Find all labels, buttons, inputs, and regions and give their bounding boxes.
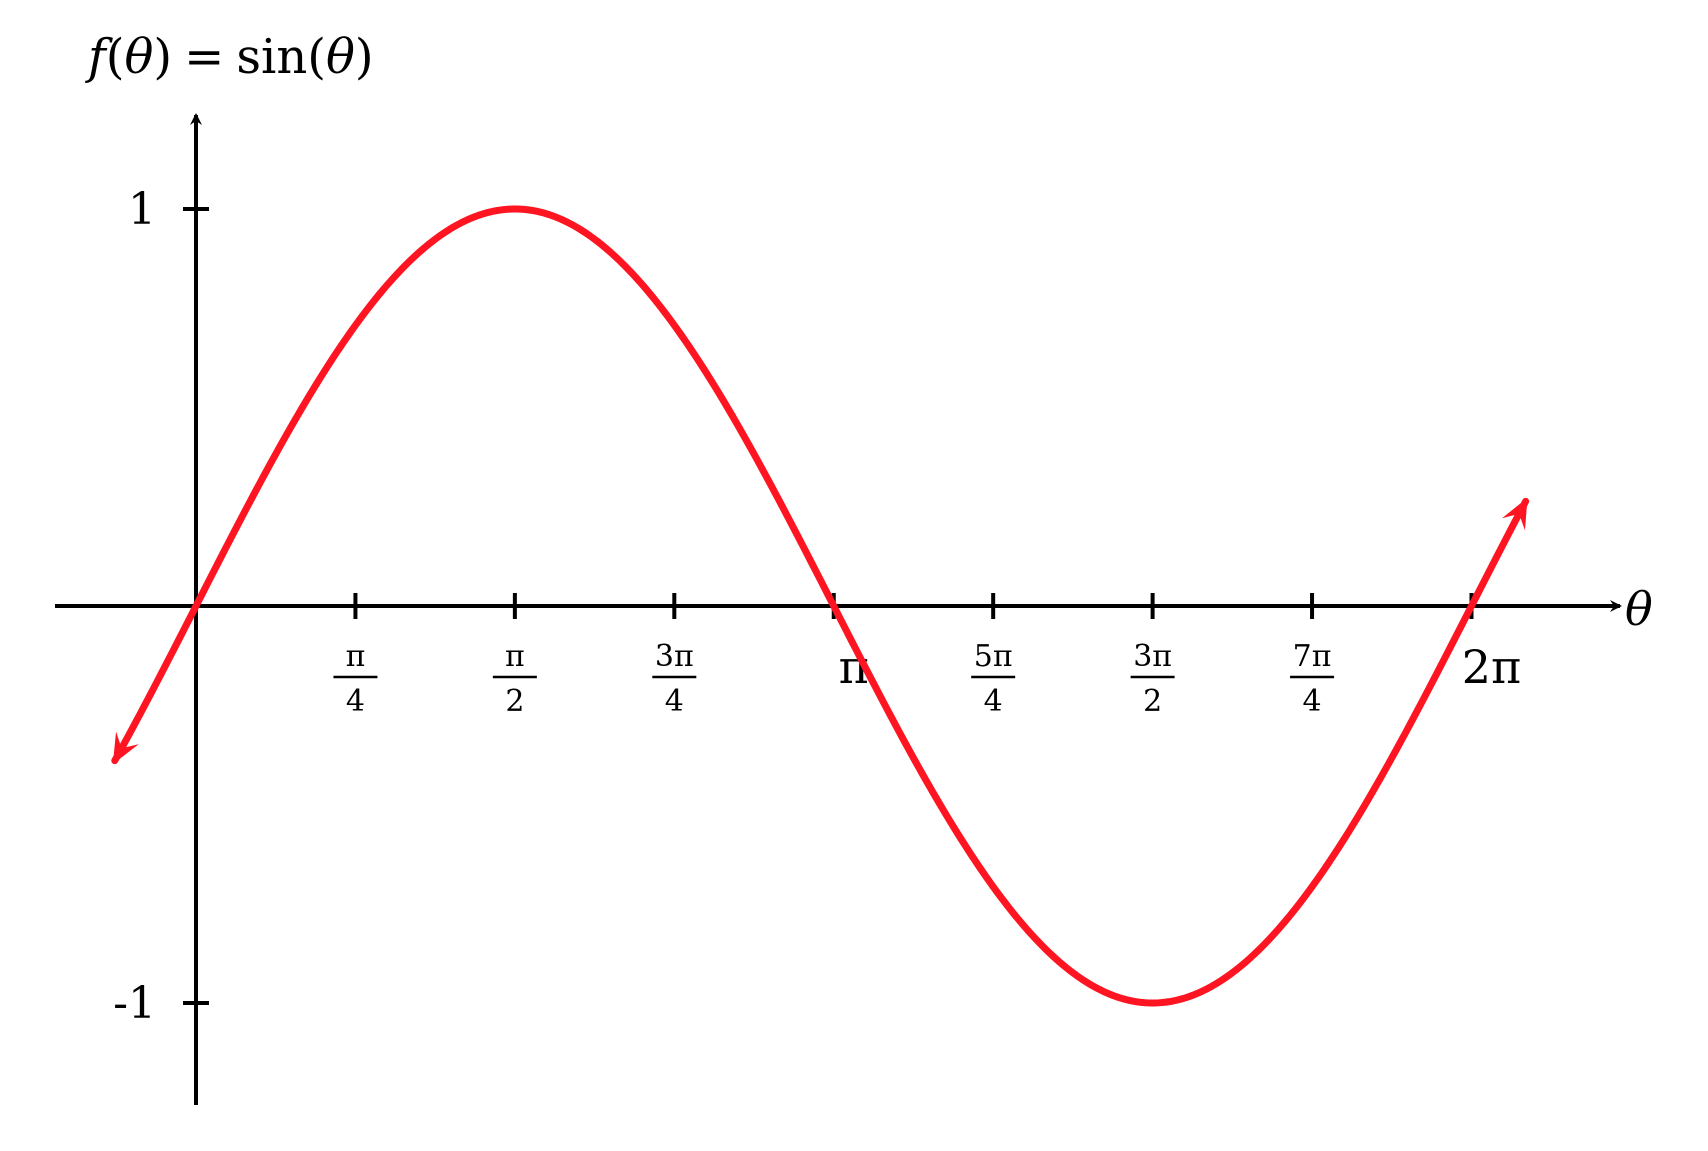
- sine-curve: [111, 205, 1530, 1007]
- title-rhs-open: (: [307, 29, 326, 85]
- curve-arrow-left: [112, 731, 139, 765]
- title-lhs-var: θ: [125, 29, 154, 85]
- x-tick-label-den-5: 2: [1143, 684, 1162, 719]
- x-tick-label-num-0: π: [346, 639, 366, 674]
- x-tick-label-den-1: 2: [505, 684, 524, 719]
- y-tick-label-0: 1: [128, 184, 156, 235]
- title-equals: =: [184, 29, 224, 85]
- x-tick-label-num-5: 3π: [1133, 639, 1172, 674]
- chart-title: f(θ) = sin(θ): [85, 29, 374, 85]
- x-tick-label-den-2: 4: [665, 684, 684, 719]
- title-rhs-close: ): [355, 29, 374, 85]
- x-tick-label-den-4: 4: [984, 684, 1003, 719]
- title-open-paren: (: [106, 29, 125, 85]
- x-tick-label-num-1: π: [505, 639, 525, 674]
- x-tick-label-den-6: 4: [1303, 684, 1322, 719]
- y-tick-label-1: -1: [113, 978, 156, 1029]
- x-tick-label-num-4: 5π: [974, 639, 1013, 674]
- x-tick-label-den-0: 4: [346, 684, 365, 719]
- sine-curve-path: [111, 205, 1530, 1007]
- title-close-paren: ): [153, 29, 172, 85]
- x-tick-label-num-6: 7π: [1293, 639, 1332, 674]
- title-rhs-var: θ: [326, 29, 355, 85]
- curve-arrow-right: [1501, 497, 1528, 531]
- x-tick-label-num-2: 3π: [655, 639, 694, 674]
- x-axis-label: θ: [1625, 582, 1653, 636]
- title-rhs-func: sin: [236, 29, 307, 85]
- x-tick-label-7: 2π: [1462, 640, 1522, 694]
